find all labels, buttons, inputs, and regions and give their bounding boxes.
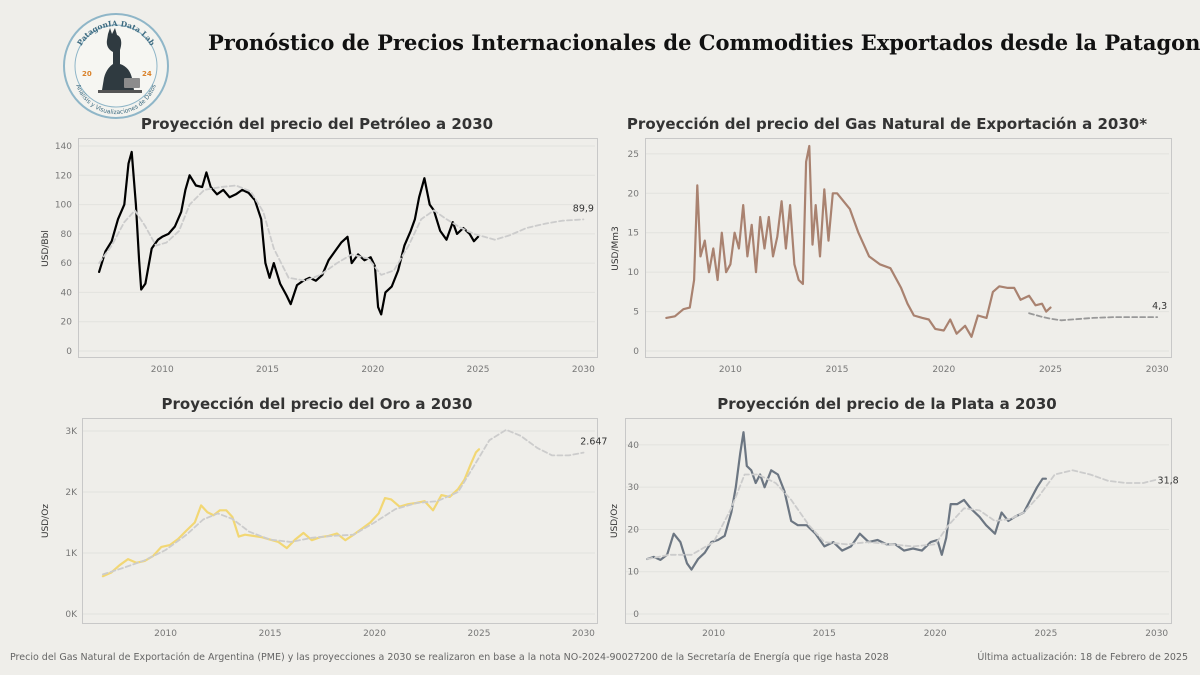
y-tick-label-petroleo: 20 — [61, 318, 73, 328]
chart-title-plata: Proyección del precio de la Plata a 2030 — [717, 395, 1057, 413]
y-tick-label-petroleo: 120 — [55, 171, 72, 181]
y-tick-label-oro: 3K — [65, 427, 78, 437]
y-tick-label-plata: 0 — [633, 610, 639, 620]
y-tick-label-gas: 10 — [628, 268, 640, 278]
series-line-trend_projection-oro — [102, 428, 585, 576]
x-tick-label-petroleo: 2015 — [256, 365, 279, 375]
x-tick-label-gas: 2025 — [1039, 365, 1062, 375]
chart-frame-gas — [645, 138, 1172, 358]
page-title: Pronóstico de Precios Internacionales de… — [208, 30, 1200, 55]
x-tick-label-gas: 2010 — [719, 365, 742, 375]
series-line-actual-gas — [665, 144, 1052, 338]
end-value-label-plata: 31,8 — [1158, 476, 1179, 487]
y-tick-label-plata: 40 — [628, 441, 640, 451]
chart-title-gas: Proyección del precio del Gas Natural de… — [626, 115, 1148, 133]
chart-frame-oro — [82, 418, 598, 624]
x-tick-label-petroleo: 2025 — [467, 365, 490, 375]
last-updated: Última actualización: 18 de Febrero de 2… — [977, 652, 1188, 663]
y-tick-label-plata: 30 — [628, 483, 640, 493]
x-tick-label-plata: 2025 — [1034, 629, 1057, 639]
y-tick-label-petroleo: 0 — [66, 347, 72, 357]
y-axis-label-oro: USD/Oz — [41, 504, 51, 538]
y-tick-label-oro: 1K — [65, 549, 78, 559]
x-tick-label-plata: 2030 — [1145, 629, 1168, 639]
series-line-trend_projection-gas — [1028, 312, 1159, 322]
x-tick-label-oro: 2015 — [259, 629, 282, 639]
chart-frame-plata — [625, 418, 1172, 624]
y-tick-label-oro: 0K — [65, 610, 78, 620]
y-tick-label-petroleo: 140 — [55, 142, 72, 152]
x-tick-label-gas: 2015 — [826, 365, 849, 375]
x-tick-label-gas: 2020 — [932, 365, 955, 375]
end-value-label-petroleo: 89,9 — [573, 203, 594, 214]
chart-title-oro: Proyección del precio del Oro a 2030 — [161, 395, 473, 413]
y-tick-label-oro: 2K — [65, 488, 78, 498]
y-axis-label-plata: USD/Oz — [610, 504, 620, 538]
y-tick-label-plata: 10 — [628, 568, 640, 578]
end-value-label-oro: 2.647 — [580, 437, 607, 448]
y-axis-label-petroleo: USD/Bbl — [41, 230, 51, 267]
end-value-label-gas: 4,3 — [1152, 301, 1167, 312]
chart-frame-petroleo — [78, 138, 598, 358]
logo-year-left: 20 — [82, 70, 92, 78]
x-tick-label-oro: 2010 — [154, 629, 177, 639]
y-tick-label-petroleo: 60 — [61, 259, 73, 269]
x-tick-label-plata: 2010 — [702, 629, 725, 639]
y-tick-label-gas: 25 — [628, 150, 639, 160]
y-tick-label-gas: 5 — [633, 308, 639, 318]
y-tick-label-gas: 15 — [628, 229, 639, 239]
y-tick-label-petroleo: 100 — [55, 201, 72, 211]
x-tick-label-plata: 2015 — [813, 629, 836, 639]
y-tick-label-gas: 20 — [628, 189, 640, 199]
x-tick-label-oro: 2020 — [363, 629, 386, 639]
series-line-actual-plata — [646, 431, 1047, 571]
y-tick-label-petroleo: 80 — [61, 230, 73, 240]
x-tick-label-oro: 2025 — [468, 629, 491, 639]
llama-icon — [98, 28, 142, 93]
x-tick-label-petroleo: 2030 — [572, 365, 595, 375]
series-line-actual-oro — [101, 448, 481, 578]
series-line-trend_projection-plata — [646, 469, 1158, 560]
chart-title-petroleo: Proyección del precio del Petróleo a 203… — [140, 115, 494, 133]
x-tick-label-petroleo: 2010 — [151, 365, 174, 375]
series-line-actual-petroleo — [98, 150, 480, 316]
x-tick-label-oro: 2030 — [572, 629, 595, 639]
x-tick-label-plata: 2020 — [924, 629, 947, 639]
logo-year-right: 24 — [142, 70, 152, 78]
y-tick-label-petroleo: 40 — [61, 288, 73, 298]
y-axis-label-gas: USD/Mm3 — [611, 226, 621, 271]
series-line-trend_projection-petroleo — [98, 184, 585, 282]
y-tick-label-gas: 0 — [633, 347, 639, 357]
x-tick-label-petroleo: 2020 — [361, 365, 384, 375]
x-tick-label-gas: 2030 — [1146, 365, 1169, 375]
y-tick-label-plata: 20 — [628, 525, 640, 535]
footer-note: Precio del Gas Natural de Exportación de… — [10, 652, 889, 663]
patagonia-data-lab-logo: PatagonIA Data Lab Análisis y Visualizac… — [63, 13, 169, 119]
